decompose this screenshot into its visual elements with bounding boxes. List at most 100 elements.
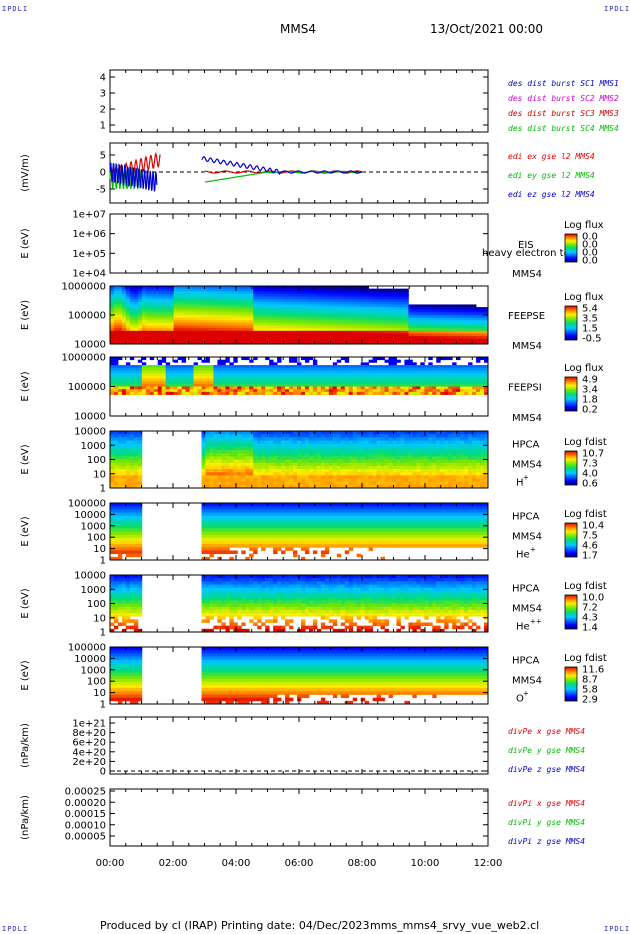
heatmap-cell bbox=[249, 478, 254, 483]
heatmap-cell bbox=[197, 386, 202, 390]
heatmap-cell bbox=[344, 475, 350, 479]
heatmap-cell bbox=[261, 288, 266, 292]
heatmap-cell bbox=[332, 383, 338, 387]
heatmap-cell bbox=[480, 357, 485, 361]
heatmap-cell bbox=[416, 381, 421, 385]
heatmap-cell bbox=[480, 481, 485, 486]
heatmap-cell bbox=[129, 286, 135, 290]
heatmap-cell bbox=[289, 333, 294, 337]
heatmap-cell bbox=[460, 391, 465, 395]
heatmap-cell bbox=[388, 484, 393, 489]
heatmap-cell bbox=[316, 312, 322, 316]
heatmap-cell bbox=[217, 293, 222, 297]
heatmap-cell bbox=[293, 315, 298, 319]
heatmap-cell bbox=[285, 333, 290, 337]
heatmap-cell bbox=[261, 307, 266, 311]
heatmap-cell bbox=[245, 478, 250, 483]
heatmap-cell bbox=[376, 307, 381, 311]
heatmap-cell bbox=[340, 333, 346, 337]
heatmap-cell bbox=[324, 330, 330, 334]
heatmap-cell bbox=[440, 453, 445, 457]
heatmap-cell bbox=[304, 469, 310, 473]
heatmap-cell bbox=[225, 386, 230, 390]
heatmap-cell bbox=[328, 437, 334, 441]
heatmap-cell bbox=[293, 453, 298, 457]
heatmap-cell bbox=[368, 367, 374, 371]
heatmap-cell bbox=[460, 459, 465, 464]
heatmap-cell bbox=[110, 338, 115, 342]
heatmap-cell bbox=[141, 391, 147, 395]
heatmap-cell bbox=[356, 462, 362, 467]
heatmap-cell bbox=[265, 373, 270, 377]
heatmap-cell bbox=[257, 375, 262, 379]
heatmap-cell bbox=[241, 317, 246, 321]
heatmap-cell bbox=[253, 478, 258, 483]
heatmap-cell bbox=[201, 341, 206, 345]
heatmap-cell bbox=[157, 320, 163, 324]
heatmap-cell bbox=[404, 446, 409, 451]
heatmap-cell bbox=[253, 459, 258, 464]
heatmap-cell bbox=[316, 443, 322, 448]
heatmap-cell bbox=[149, 330, 155, 334]
heatmap-cell bbox=[356, 309, 362, 313]
heatmap-cell bbox=[300, 456, 306, 460]
heatmap-cell bbox=[293, 370, 298, 374]
heatmap-cell bbox=[396, 386, 401, 390]
heatmap-cell bbox=[205, 481, 210, 486]
heatmap-cell bbox=[225, 450, 230, 454]
heatmap-cell bbox=[460, 462, 465, 467]
heatmap-cell bbox=[269, 381, 274, 385]
heatmap-cell bbox=[328, 336, 334, 340]
heatmap-cell bbox=[141, 336, 147, 340]
heatmap-cell bbox=[456, 443, 461, 448]
colorbar bbox=[564, 376, 578, 412]
heatmap-cell bbox=[241, 296, 246, 300]
heatmap-cell bbox=[372, 296, 377, 300]
heatmap-cell bbox=[308, 325, 314, 329]
heatmap-cell bbox=[332, 336, 338, 340]
heatmap-cell bbox=[344, 301, 350, 305]
heatmap-cell bbox=[420, 367, 425, 371]
heatmap-cell bbox=[265, 336, 270, 340]
heatmap-cell bbox=[476, 365, 481, 369]
heatmap-cell bbox=[400, 315, 405, 319]
heatmap-cell bbox=[110, 367, 115, 371]
heatmap-cell bbox=[336, 370, 342, 374]
heatmap-cell bbox=[436, 307, 441, 311]
heatmap-cell bbox=[141, 299, 147, 303]
heatmap-cell bbox=[233, 386, 238, 390]
heatmap-cell bbox=[356, 293, 362, 297]
heatmap-cell bbox=[428, 443, 433, 448]
heatmap-cell bbox=[201, 301, 206, 305]
heatmap-cell bbox=[380, 469, 385, 473]
heatmap-cell bbox=[245, 333, 250, 337]
heatmap-cell bbox=[157, 365, 163, 369]
heatmap-cell bbox=[412, 325, 417, 329]
heatmap-cell bbox=[424, 322, 429, 326]
heatmap-cell bbox=[340, 434, 346, 438]
heatmap-cell bbox=[225, 333, 230, 337]
heatmap-cell bbox=[468, 453, 473, 457]
heatmap-cell bbox=[269, 367, 274, 371]
heatmap-cell bbox=[233, 465, 238, 470]
heatmap-cell bbox=[285, 386, 290, 390]
heatmap-cell bbox=[420, 338, 425, 342]
heatmap-cell bbox=[209, 320, 214, 324]
heatmap-cell bbox=[153, 333, 159, 337]
heatmap-cell bbox=[281, 383, 286, 387]
heatmap-cell bbox=[157, 333, 163, 337]
heatmap-cell bbox=[241, 322, 246, 326]
heatmap-cell bbox=[285, 434, 290, 438]
heatmap-cell bbox=[336, 333, 342, 337]
heatmap-cell bbox=[257, 330, 262, 334]
heatmap-cell bbox=[289, 478, 294, 483]
heatmap-cell bbox=[404, 299, 409, 303]
heatmap-cell bbox=[356, 325, 362, 329]
heatmap-cell bbox=[149, 312, 155, 316]
heatmap-cell bbox=[468, 431, 473, 435]
heatmap-cell bbox=[364, 312, 370, 316]
heatmap-cell bbox=[328, 431, 334, 435]
heatmap-cell bbox=[428, 317, 433, 321]
heatmap-cell bbox=[265, 338, 270, 342]
heatmap-cell bbox=[201, 440, 206, 445]
